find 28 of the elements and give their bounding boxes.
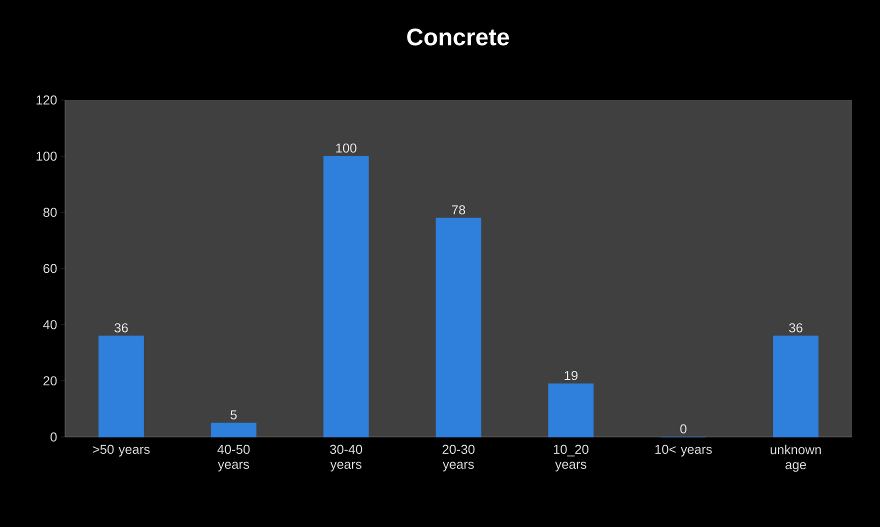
y-tick-label: 20 — [43, 376, 57, 386]
bar — [548, 383, 594, 438]
y-tick-label: 0 — [50, 432, 57, 442]
bar — [210, 422, 256, 438]
data-label: 36 — [789, 323, 802, 332]
y-tick-label: 100 — [36, 152, 57, 161]
chart-title: Concrete — [407, 28, 510, 46]
x-tick-label: unknown age — [770, 444, 821, 472]
y-tick-label: 60 — [43, 264, 57, 274]
data-label: 36 — [114, 323, 128, 332]
x-tick-label: 30-40 years — [330, 444, 362, 472]
y-tick-label: 40 — [43, 320, 57, 330]
y-tick-label: 120 — [36, 95, 57, 105]
data-label: 5 — [230, 410, 237, 420]
data-label: 100 — [336, 143, 356, 153]
data-label: 0 — [680, 424, 686, 434]
bar — [436, 218, 482, 438]
x-tick-label: 20-30 years — [442, 444, 475, 472]
bar — [323, 156, 369, 438]
x-tick-label: 40-50 years — [217, 444, 250, 472]
bar — [98, 336, 144, 438]
bar — [773, 336, 818, 438]
data-label: 78 — [452, 205, 466, 214]
x-tick-label: 10_20 years — [554, 444, 588, 472]
data-label: 19 — [564, 370, 578, 380]
x-tick-label: 10< years — [655, 444, 712, 456]
y-tick-label: 80 — [43, 208, 57, 217]
x-tick-label: >50 years — [92, 444, 150, 456]
